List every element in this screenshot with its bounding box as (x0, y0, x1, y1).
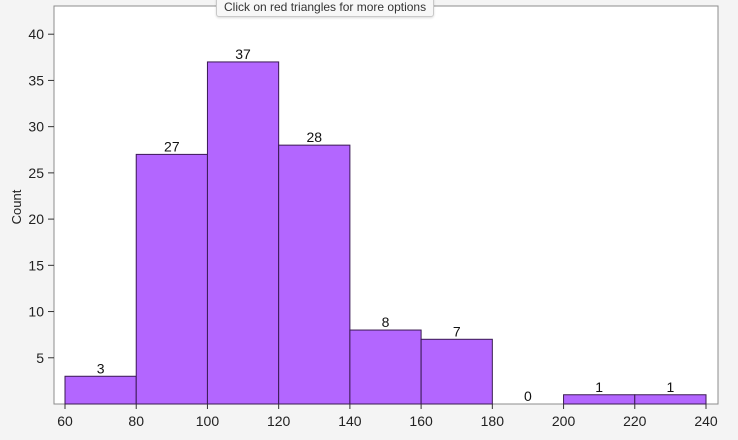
y-tick-label: 25 (28, 165, 44, 181)
y-axis: 5 10 15 20 25 30 35 40 (28, 26, 54, 366)
y-tick-label: 20 (28, 211, 44, 227)
bar-count-label: 27 (164, 138, 180, 154)
y-tick-label: 35 (28, 72, 44, 88)
bar-count-label: 1 (595, 379, 603, 395)
histogram-bar[interactable] (420, 338, 493, 405)
bar-count-label: 3 (97, 360, 105, 376)
x-axis: 60 80 100 120 140 160 180 200 220 240 (57, 404, 718, 429)
x-tick-label: 240 (694, 413, 718, 429)
bar-count-label: 1 (666, 379, 674, 395)
y-tick-label: 30 (28, 119, 44, 135)
x-tick-label: 120 (267, 413, 291, 429)
histogram-bar[interactable] (135, 153, 208, 405)
x-tick-label: 160 (409, 413, 433, 429)
histogram-bar[interactable] (278, 144, 351, 405)
bars-group (64, 61, 707, 405)
x-tick-label: 140 (338, 413, 362, 429)
x-tick-label: 60 (57, 413, 73, 429)
x-tick-label: 180 (481, 413, 505, 429)
x-tick-label: 100 (196, 413, 220, 429)
histogram-bar[interactable] (349, 329, 422, 405)
bar-count-label: 37 (235, 46, 251, 62)
y-tick-label: 5 (36, 350, 44, 366)
histogram-bar[interactable] (64, 375, 137, 405)
x-tick-label: 200 (552, 413, 576, 429)
histogram-bar[interactable] (634, 394, 707, 405)
histogram-bar[interactable] (563, 394, 636, 405)
y-tick-label: 15 (28, 257, 44, 273)
x-tick-label: 80 (128, 413, 144, 429)
x-tick-label: 220 (623, 413, 647, 429)
options-tooltip: Click on red triangles for more options (216, 0, 435, 17)
y-tick-label: 10 (28, 304, 44, 320)
y-tick-label: 40 (28, 26, 44, 42)
bar-count-label: 28 (306, 129, 322, 145)
histogram-bar[interactable] (206, 61, 280, 405)
data-labels-group: 3 27 37 28 8 7 0 1 1 (97, 46, 675, 404)
bar-count-label: 8 (382, 314, 390, 330)
y-axis-title: Count (9, 189, 24, 224)
bar-count-label: 0 (524, 388, 532, 404)
bar-count-label: 7 (453, 323, 461, 339)
